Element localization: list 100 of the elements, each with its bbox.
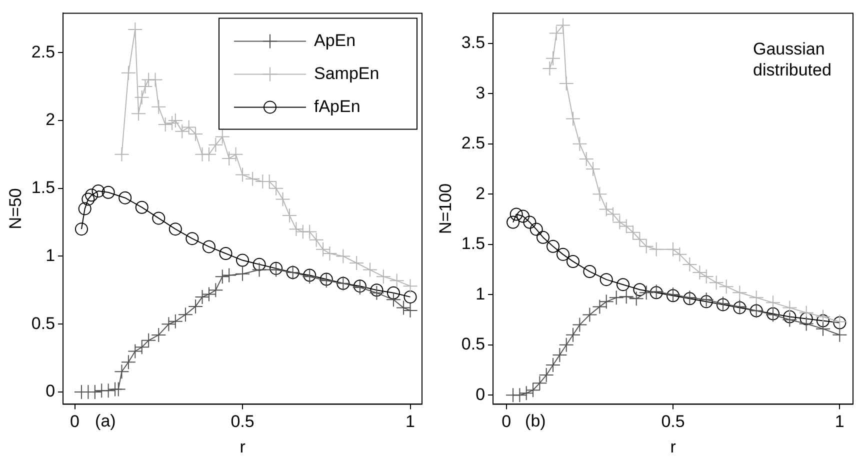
point — [698, 292, 714, 308]
y-tick-label: 1.5 — [31, 178, 56, 198]
point — [748, 290, 764, 306]
point — [552, 347, 568, 362]
point — [270, 262, 283, 275]
point — [832, 327, 848, 342]
point — [118, 191, 132, 204]
y-tick-label: 0.5 — [461, 334, 486, 354]
point — [275, 192, 290, 207]
point — [386, 286, 400, 300]
point — [628, 291, 644, 306]
x-tick-label: 0 — [502, 412, 512, 432]
point — [598, 294, 614, 310]
y-tick-label: 0.5 — [31, 314, 56, 333]
point — [556, 248, 570, 261]
point — [389, 273, 404, 288]
point — [618, 289, 634, 304]
point — [201, 146, 216, 162]
point — [582, 307, 598, 322]
point — [558, 76, 574, 92]
point — [114, 146, 130, 162]
point — [178, 307, 193, 322]
y-tick-label: 1.5 — [461, 234, 486, 254]
point — [236, 254, 250, 267]
point — [402, 303, 418, 318]
point — [131, 106, 146, 122]
point — [235, 167, 250, 182]
point — [222, 268, 237, 283]
point — [202, 240, 216, 254]
point — [158, 117, 173, 132]
point — [530, 222, 543, 236]
point — [214, 129, 230, 144]
point — [168, 222, 182, 236]
point — [128, 22, 143, 37]
point — [362, 262, 378, 278]
point — [548, 26, 564, 41]
point — [600, 273, 613, 286]
point — [586, 161, 601, 176]
point — [134, 90, 150, 105]
point — [396, 300, 412, 316]
point — [369, 285, 384, 300]
annotation: Gaussian distributed — [753, 39, 832, 80]
point — [208, 282, 224, 298]
point — [152, 212, 166, 225]
point — [386, 292, 401, 308]
point — [168, 112, 183, 128]
point — [532, 376, 548, 391]
point — [572, 136, 588, 152]
point — [148, 72, 163, 88]
legend-label: ApEn — [314, 30, 356, 50]
y-tick-label: 2.5 — [461, 134, 486, 153]
point — [120, 354, 136, 370]
point — [161, 316, 176, 332]
point — [370, 284, 384, 297]
point — [516, 210, 530, 223]
point — [546, 240, 560, 253]
point — [700, 295, 713, 308]
point — [402, 278, 418, 294]
x-tick-label: 0.5 — [230, 412, 254, 432]
point — [174, 124, 190, 139]
point — [638, 285, 654, 300]
point — [235, 266, 250, 282]
point — [682, 256, 698, 272]
point — [566, 327, 581, 342]
point — [583, 265, 596, 278]
point — [816, 321, 831, 336]
point — [782, 300, 798, 316]
point — [558, 337, 574, 352]
point — [151, 99, 166, 114]
point — [800, 312, 813, 326]
point — [82, 192, 95, 206]
y-tick-label: 3.5 — [461, 33, 486, 52]
point — [816, 314, 830, 328]
y-axis-title: N=50 — [6, 188, 25, 230]
legend-label: SampEn — [314, 64, 380, 83]
point — [376, 269, 391, 284]
point — [201, 286, 216, 302]
point — [506, 216, 520, 229]
point — [252, 262, 267, 278]
legend-label: fApEn — [314, 96, 360, 116]
point — [608, 290, 624, 306]
point — [208, 137, 224, 152]
point — [168, 314, 183, 329]
point — [556, 18, 571, 33]
point — [194, 289, 210, 304]
point — [188, 298, 204, 314]
point — [404, 290, 417, 304]
y-tick-label: 0 — [46, 382, 56, 401]
point — [141, 332, 156, 348]
text: (b) — [525, 411, 546, 430]
point — [85, 188, 98, 202]
point — [592, 186, 608, 202]
point — [798, 316, 814, 332]
point — [336, 248, 351, 264]
point — [282, 208, 297, 223]
point — [151, 327, 166, 342]
point — [164, 116, 180, 131]
point — [100, 383, 116, 398]
point — [566, 111, 581, 126]
point — [219, 247, 232, 260]
